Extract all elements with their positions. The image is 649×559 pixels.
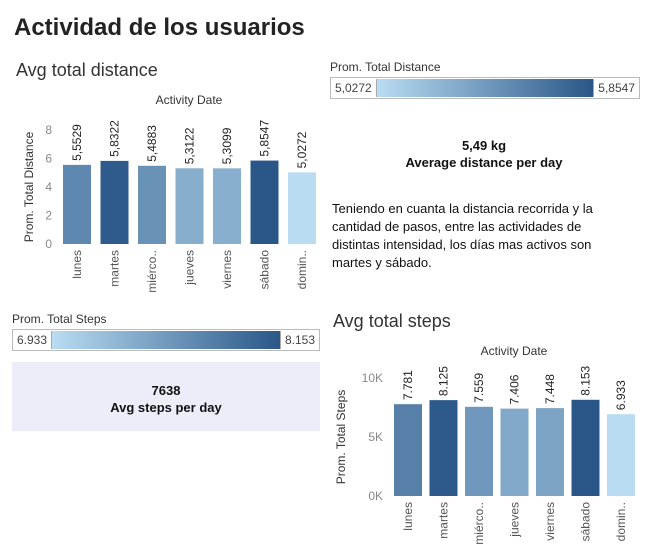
distance-y-tick: 2 [45, 209, 52, 223]
steps-category-label: miérco.. [472, 502, 486, 545]
steps-chart-title: Avg total steps [333, 311, 451, 331]
distance-legend-gradient [375, 79, 595, 97]
distance-y-tick: 6 [45, 152, 52, 166]
distance-category-label: jueves [183, 250, 197, 286]
steps-value-label: 7.559 [472, 372, 486, 402]
steps-bar [394, 404, 422, 496]
distance-y-tick: 0 [45, 237, 52, 251]
steps-category-label: sábado [579, 502, 593, 542]
distance-kpi: 5,49 kg Average distance per day [330, 138, 638, 170]
steps-value-label: 7.781 [401, 370, 415, 400]
distance-bar [138, 165, 166, 244]
steps-category-label: lunes [401, 502, 415, 531]
distance-bar [63, 164, 91, 244]
distance-kpi-value: 5,49 kg [461, 138, 507, 153]
steps-bar [465, 406, 493, 496]
distance-category-label: martes [108, 250, 122, 287]
distance-value-label: 5,8547 [258, 120, 272, 157]
steps-legend-min: 6.933 [17, 333, 48, 347]
steps-category-label: viernes [543, 502, 557, 541]
distance-category-label: miérco.. [145, 250, 159, 293]
steps-value-label: 7.448 [543, 374, 557, 404]
distance-value-label: 5,5529 [70, 124, 84, 161]
distance-value-label: 5,3122 [183, 127, 197, 164]
steps-legend-label: Prom. Total Steps [12, 312, 107, 326]
distance-bar-chart: Activity Date Prom. Total Distance 0 2 4 6 8 5,… [22, 93, 316, 293]
steps-y-tick: 5K [368, 430, 383, 444]
steps-kpi-value: 7638 [151, 383, 181, 398]
steps-bar [500, 408, 529, 496]
steps-legend-max: 8.153 [284, 333, 315, 347]
distance-category-label: viernes [220, 250, 234, 289]
distance-y-tick: 4 [45, 180, 52, 194]
distance-kpi-label: Average distance per day [405, 155, 563, 170]
distance-chart-title: Avg total distance [16, 60, 158, 80]
distance-category-label: domin.. [295, 250, 309, 289]
steps-category-label: jueves [508, 502, 522, 538]
steps-value-label: 8.153 [579, 365, 593, 395]
steps-bar [536, 408, 564, 496]
distance-y-axis-title: Prom. Total Distance [22, 131, 36, 242]
distance-value-label: 5,3099 [220, 127, 234, 164]
dashboard-title: Actividad de los usuarios [14, 14, 305, 41]
steps-value-label: 8.125 [437, 366, 451, 396]
steps-value-label: 7.406 [508, 374, 522, 404]
distance-bar [288, 172, 316, 244]
distance-legend-label: Prom. Total Distance [330, 60, 441, 74]
steps-legend-gradient [51, 331, 281, 349]
steps-bar [429, 400, 458, 496]
analysis-note: Teniendo en cuanta la distancia recorrid… [332, 201, 593, 270]
steps-bar [607, 414, 635, 496]
distance-bar [213, 168, 241, 244]
steps-bar-chart: Activity Date Prom. Total Steps 0K 5K 10K 7.7… [334, 344, 635, 545]
steps-bar [571, 399, 600, 496]
distance-bar [100, 160, 129, 244]
distance-category-label: sábado [258, 250, 272, 290]
steps-category-label: domin.. [614, 502, 628, 541]
distance-value-label: 5,8322 [108, 120, 122, 157]
steps-value-label: 6.933 [614, 380, 628, 410]
distance-legend-min: 5,0272 [335, 81, 372, 95]
distance-value-label: 5,4883 [145, 125, 159, 162]
distance-value-label: 5,0272 [295, 131, 309, 168]
steps-color-legend: 6.933 8.153 [12, 329, 320, 351]
steps-y-tick: 10K [362, 371, 383, 385]
distance-category-label: lunes [70, 250, 84, 279]
distance-bar [250, 160, 279, 244]
distance-color-legend: 5,0272 5,8547 [330, 77, 640, 99]
steps-x-axis-title: Activity Date [481, 344, 548, 358]
distance-y-tick: 8 [45, 123, 52, 137]
steps-kpi: 7638 Avg steps per day [12, 362, 320, 431]
steps-y-axis-title: Prom. Total Steps [334, 390, 348, 485]
steps-category-label: martes [437, 502, 451, 539]
steps-y-tick: 0K [368, 489, 383, 503]
distance-bar [175, 168, 204, 244]
distance-legend-max: 5,8547 [598, 81, 635, 95]
distance-x-axis-title: Activity Date [156, 93, 223, 107]
steps-kpi-label: Avg steps per day [110, 400, 222, 415]
